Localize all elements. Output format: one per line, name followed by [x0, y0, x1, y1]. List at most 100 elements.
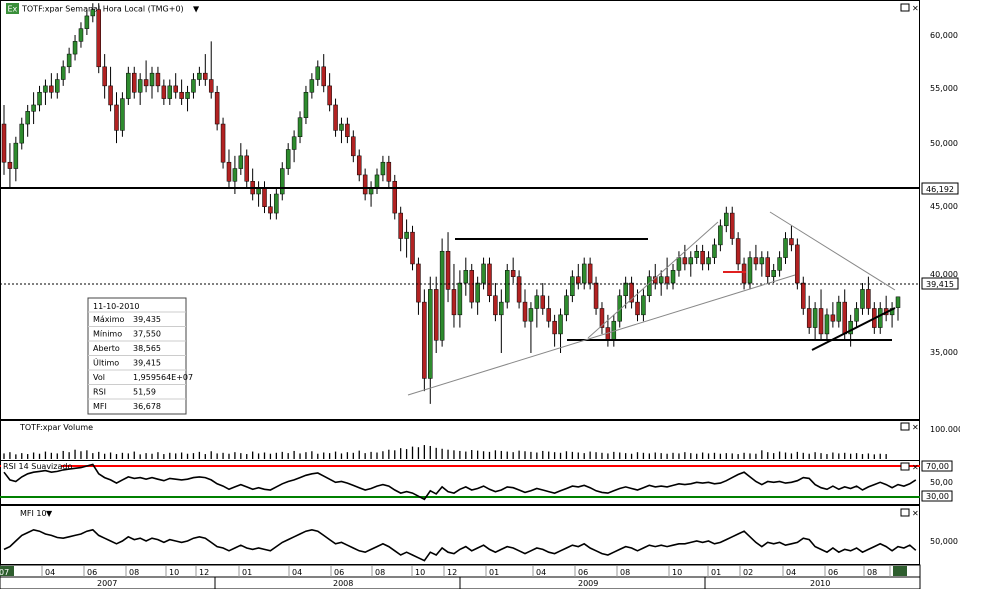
candle-body	[522, 301, 528, 322]
candle-body	[7, 161, 13, 169]
candle-body	[510, 270, 516, 277]
last-price-label: 39,415	[926, 280, 954, 289]
candle-body	[789, 238, 794, 246]
candle-body	[167, 85, 173, 99]
volume-title: TOTF:xpar Volume	[19, 423, 93, 432]
mfi-close-icon[interactable]: ✕	[912, 509, 919, 518]
candle-body	[345, 123, 350, 138]
candle-body	[114, 104, 119, 131]
info-row-label: Último	[93, 357, 119, 368]
x-month-label: 01	[242, 568, 252, 577]
candle-body	[173, 85, 178, 93]
candle-body	[877, 308, 883, 328]
x-month-label: 01	[489, 568, 499, 577]
candle-body	[262, 187, 267, 207]
candle-body	[830, 314, 836, 322]
candle-body	[670, 270, 676, 284]
trend-line-up	[587, 221, 719, 339]
x-month-label: 06	[578, 568, 588, 577]
candle-body	[404, 231, 409, 239]
x-month-label: 02	[743, 568, 753, 577]
candle-body	[445, 250, 451, 290]
info-row-label: RSI	[93, 388, 106, 397]
candle-body	[771, 270, 776, 277]
candle-body	[102, 66, 107, 87]
candle-body	[13, 142, 19, 169]
volume-close-icon[interactable]: ✕	[912, 423, 919, 432]
candle-body	[593, 282, 599, 309]
candle-body	[19, 123, 25, 144]
price-tick: 35,000	[930, 348, 958, 357]
candle-body	[623, 282, 628, 297]
rsi-tick: 30,00	[926, 492, 949, 501]
info-row-value: 37,550	[133, 330, 161, 339]
candle-body	[90, 9, 96, 17]
rsi-line	[3, 463, 917, 501]
mfi-maximize-button[interactable]	[900, 508, 910, 517]
candle-body	[208, 79, 214, 93]
candle-body	[451, 289, 457, 316]
candle-body	[765, 257, 770, 277]
candle-body	[587, 263, 593, 284]
volume-maximize-button[interactable]	[900, 422, 910, 431]
x-month-label: 04	[292, 568, 302, 577]
close-icon[interactable]: ✕	[912, 4, 919, 13]
candle-body	[724, 212, 729, 227]
candle-body	[836, 301, 842, 322]
candle-body	[185, 91, 190, 99]
candle-body	[706, 257, 711, 265]
info-row-value: 39,435	[133, 315, 161, 324]
candle-body	[759, 257, 765, 265]
x-year-label: 2007	[97, 579, 117, 588]
x-month-label: 12	[447, 568, 457, 577]
volume-tick: 100.000.000	[930, 425, 981, 434]
mfi-title: MFI 10	[20, 509, 47, 518]
resistance-label: 46,192	[926, 185, 954, 194]
candle-body	[741, 263, 747, 284]
candle-body	[37, 91, 42, 106]
candle-body	[161, 85, 167, 99]
candle-body	[1, 123, 7, 163]
candle-body	[416, 263, 421, 303]
rsi-close-icon[interactable]: ✕	[912, 463, 919, 472]
candle-body	[664, 276, 670, 284]
candle-body	[78, 28, 84, 42]
candle-body	[747, 257, 753, 284]
candle-body	[84, 15, 90, 29]
candle-body	[149, 72, 155, 87]
candle-body	[398, 212, 403, 239]
candle-body	[274, 193, 279, 214]
candle-body	[694, 250, 699, 258]
volume-bars	[3, 445, 887, 459]
candle-body	[463, 270, 469, 284]
x-month-label: 08	[867, 568, 877, 577]
chevron-down-icon[interactable]: ▼	[46, 509, 53, 518]
candle-body	[422, 301, 427, 379]
candle-body	[558, 314, 563, 335]
x-month-label: 01	[711, 568, 721, 577]
x-month-label: 06	[87, 568, 97, 577]
candle-body	[528, 308, 534, 322]
candle-body	[238, 155, 244, 169]
candle-body	[795, 244, 800, 284]
x-month-label: 06	[334, 568, 344, 577]
maximize-button[interactable]	[900, 3, 910, 12]
candle-body	[137, 79, 143, 93]
app-icon-label: Ex	[8, 5, 18, 14]
candle-body	[226, 161, 232, 182]
info-row-value: 51,59	[133, 388, 156, 397]
candle-body	[297, 117, 303, 138]
x-year-label: 2008	[333, 579, 353, 588]
candle-body	[599, 308, 605, 328]
candle-body	[244, 155, 249, 182]
rsi-maximize-button[interactable]	[900, 462, 910, 471]
price-tick: 50,000	[930, 139, 958, 148]
candle-body	[581, 263, 587, 284]
candle-body	[777, 257, 782, 271]
candle-body	[439, 250, 445, 341]
candle-body	[232, 168, 238, 182]
candle-body	[155, 72, 161, 87]
candle-body	[629, 282, 634, 303]
x-month-label: 04	[45, 568, 55, 577]
chevron-down-icon[interactable]: ▼	[193, 5, 200, 14]
